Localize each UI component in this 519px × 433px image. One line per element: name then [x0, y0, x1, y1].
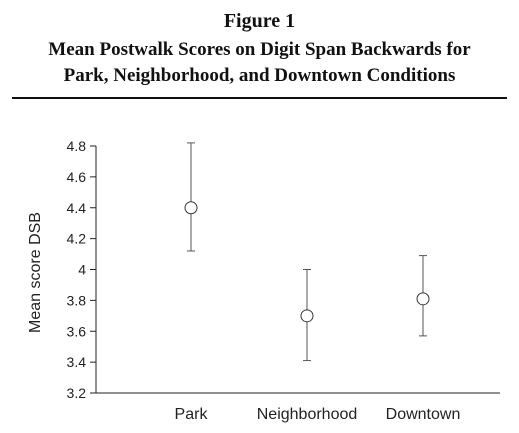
- y-tick-label: 4.6: [67, 169, 87, 185]
- x-category-label: Neighborhood: [257, 406, 358, 423]
- y-tick-label: 4.8: [67, 138, 87, 154]
- y-axis-label: Mean score DSB: [27, 212, 44, 333]
- y-tick-label: 3.6: [67, 323, 87, 339]
- figure-label: Figure 1: [223, 10, 296, 32]
- y-tick-label: 4: [78, 262, 86, 278]
- title-rule: [12, 97, 507, 99]
- x-category-label: Park: [175, 406, 209, 423]
- mean-point: [416, 292, 430, 306]
- chart-title-line-1: Mean Postwalk Scores on Digit Span Backw…: [48, 39, 471, 60]
- y-tick-label: 4.2: [67, 231, 87, 247]
- axes: [95, 146, 500, 394]
- data-points: [184, 142, 430, 362]
- chart-title-line-2: Park, Neighborhood, and Downtown Conditi…: [63, 65, 456, 86]
- y-tick-label: 3.2: [67, 385, 87, 401]
- y-tick-label: 3.4: [67, 354, 87, 370]
- y-axis-ticks: 3.2 3.4 3.6 3.8 4 4.2 4.4 4.6 4.8: [67, 138, 96, 401]
- x-category-label: Downtown: [386, 406, 461, 423]
- mean-point: [184, 201, 198, 215]
- x-axis-categories: Park Neighborhood Downtown: [175, 406, 461, 423]
- y-tick-label: 4.4: [67, 200, 87, 216]
- y-tick-label: 3.8: [67, 292, 87, 308]
- mean-point: [300, 309, 314, 323]
